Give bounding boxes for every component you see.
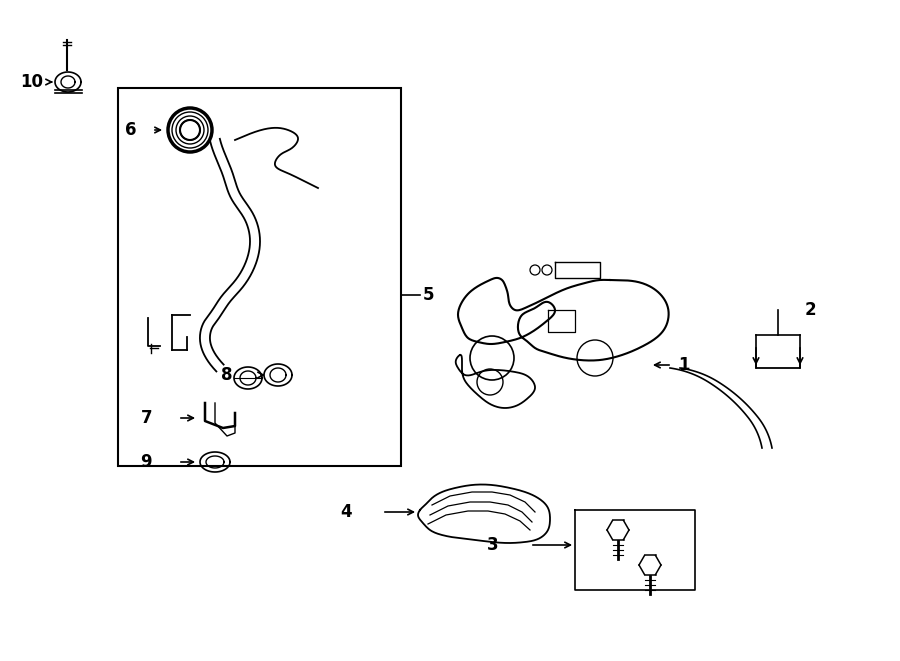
Text: 9: 9 <box>140 453 152 471</box>
Text: 6: 6 <box>125 121 137 139</box>
Text: 7: 7 <box>140 409 152 427</box>
Bar <box>118 88 401 466</box>
Text: 2: 2 <box>805 301 816 319</box>
Text: 3: 3 <box>486 536 498 554</box>
Text: 5: 5 <box>423 286 435 304</box>
Text: 1: 1 <box>678 356 689 374</box>
Text: 10: 10 <box>20 73 43 91</box>
Text: 8: 8 <box>220 366 232 384</box>
Text: 4: 4 <box>340 503 352 521</box>
